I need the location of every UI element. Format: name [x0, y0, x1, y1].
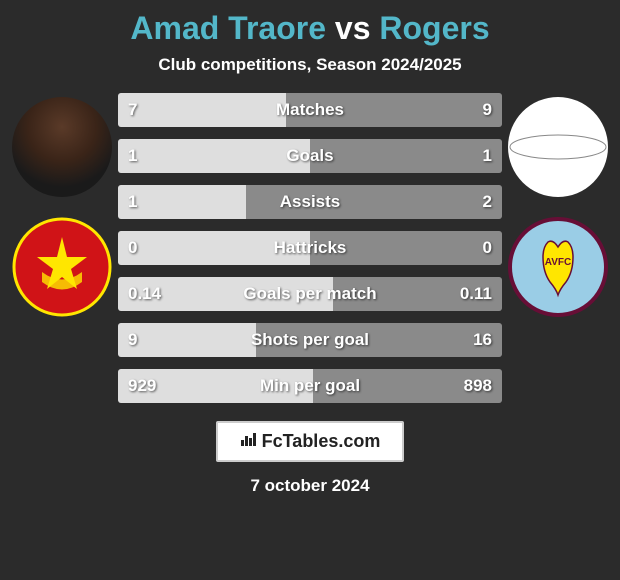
footer: FcTables.com 7 october 2024 — [0, 421, 620, 496]
stat-value-left: 929 — [128, 376, 156, 396]
bar-left-fill — [118, 323, 256, 357]
stat-row: 1 Goals 1 — [118, 139, 502, 173]
stat-value-left: 0 — [128, 238, 137, 258]
stat-row: 1 Assists 2 — [118, 185, 502, 219]
stat-row: 0.14 Goals per match 0.11 — [118, 277, 502, 311]
stat-value-left: 1 — [128, 146, 137, 166]
branding-logo: FcTables.com — [216, 421, 405, 462]
stat-label: Min per goal — [260, 376, 360, 396]
right-column: AVFC — [504, 93, 612, 317]
main-content: 7 Matches 9 1 Goals 1 1 Assists 2 0 Hattricks 0 0.14… — [0, 93, 620, 415]
player1-avatar — [12, 97, 112, 197]
stat-row: 9 Shots per goal 16 — [118, 323, 502, 357]
stat-value-right: 0 — [483, 238, 492, 258]
stat-value-right: 9 — [483, 100, 492, 120]
stat-label: Hattricks — [274, 238, 347, 258]
stat-row: 7 Matches 9 — [118, 93, 502, 127]
stat-value-left: 1 — [128, 192, 137, 212]
stat-row: 0 Hattricks 0 — [118, 231, 502, 265]
placeholder-oval-icon — [508, 133, 608, 161]
bar-left-fill — [118, 93, 286, 127]
chart-icon — [240, 431, 258, 452]
subtitle: Club competitions, Season 2024/2025 — [0, 55, 620, 75]
bar-right-fill — [310, 139, 502, 173]
avfc-crest-icon: AVFC — [508, 217, 608, 317]
stat-row: 929 Min per goal 898 — [118, 369, 502, 403]
stat-label: Assists — [280, 192, 340, 212]
title-vs: vs — [335, 10, 371, 46]
stats-bars: 7 Matches 9 1 Goals 1 1 Assists 2 0 Hattricks 0 0.14… — [116, 93, 504, 415]
stat-value-right: 1 — [483, 146, 492, 166]
stat-value-left: 0.14 — [128, 284, 161, 304]
stat-value-left: 7 — [128, 100, 137, 120]
svg-text:AVFC: AVFC — [545, 257, 571, 268]
stat-value-right: 2 — [483, 192, 492, 212]
title-player2: Rogers — [379, 10, 489, 46]
manutd-crest-icon — [12, 217, 112, 317]
stat-label: Goals per match — [243, 284, 376, 304]
comparison-card: Amad Traore vs Rogers Club competitions,… — [0, 0, 620, 580]
page-title: Amad Traore vs Rogers — [0, 10, 620, 47]
stat-value-left: 9 — [128, 330, 137, 350]
stat-label: Goals — [286, 146, 333, 166]
branding-text: FcTables.com — [262, 431, 381, 451]
stat-label: Matches — [276, 100, 344, 120]
player2-avatar — [508, 97, 608, 197]
stat-value-right: 0.11 — [460, 284, 492, 304]
stat-value-right: 898 — [464, 376, 492, 396]
player2-crest: AVFC — [508, 217, 608, 317]
date-label: 7 october 2024 — [0, 476, 620, 496]
title-player1: Amad Traore — [130, 10, 326, 46]
bar-left-fill — [118, 139, 310, 173]
stat-label: Shots per goal — [251, 330, 369, 350]
left-column — [8, 93, 116, 317]
player1-crest — [12, 217, 112, 317]
stat-value-right: 16 — [473, 330, 492, 350]
